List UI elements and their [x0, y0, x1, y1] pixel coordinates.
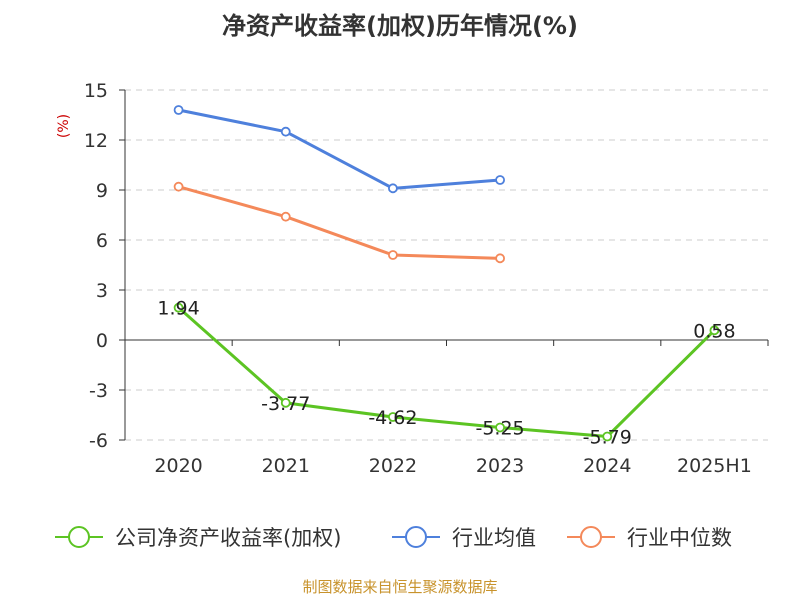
legend-label: 行业中位数: [627, 526, 732, 550]
x-tick-label: 2020: [154, 455, 202, 477]
series-line: [178, 185, 501, 260]
data-labels: 1.94 -3.77 -4.62 -5.25 -5.79 0.58: [157, 298, 735, 449]
data-point: [388, 250, 398, 260]
data-point: [173, 302, 184, 313]
x-tick-label: 2025H1: [677, 455, 752, 477]
x-tick-label: 2022: [369, 455, 417, 477]
y-tick-label: 9: [96, 180, 108, 202]
legend-marker: [580, 526, 602, 548]
legend-label: 公司净资产收益率(加权): [115, 526, 341, 550]
x-tick-label: 2024: [583, 455, 631, 477]
y-tick-label: 0: [96, 330, 108, 352]
series-line: [178, 108, 501, 190]
data-point: [495, 253, 505, 264]
data-point: [495, 175, 505, 185]
data-point: [709, 325, 720, 336]
data-label: 1.94: [157, 298, 199, 320]
source-note: 制图数据来自恒生聚源数据库: [302, 578, 497, 596]
x-tick-label: 2023: [476, 455, 524, 477]
x-tick-label: 2021: [262, 455, 310, 477]
gridlines: [125, 89, 768, 441]
series-line: [177, 306, 716, 438]
data-point: [495, 422, 505, 433]
y-axis-label: (%): [56, 114, 72, 138]
y-tick-label: 3: [96, 280, 108, 302]
axes: 15 12 9 6 3 0 -3 -6 2020 2021 2022 2023 2024 2025H1: [84, 80, 769, 477]
data-label: -5.79: [583, 427, 632, 449]
data-label: 0.58: [693, 320, 735, 342]
legend-marker: [68, 526, 90, 548]
data-point: [388, 183, 398, 194]
y-tick-label: -3: [89, 380, 108, 402]
data-point: [388, 412, 398, 422]
data-point: [280, 397, 291, 408]
data-point: [280, 211, 291, 222]
data-label: -3.77: [261, 393, 310, 415]
data-point: [280, 126, 291, 137]
data-label: -4.62: [368, 407, 417, 429]
chart-title: 净资产收益率(加权)历年情况(%): [222, 12, 578, 40]
data-point: [173, 181, 184, 192]
series-group: [173, 105, 720, 442]
legend-marker: [405, 526, 427, 548]
legend-label: 行业均值: [452, 526, 536, 550]
y-tick-label: -6: [89, 430, 108, 452]
data-label: -5.25: [475, 418, 524, 440]
y-tick-label: 15: [84, 80, 108, 102]
y-tick-label: 6: [96, 230, 108, 252]
y-tick-label: 12: [84, 130, 108, 152]
data-point: [602, 431, 613, 442]
legend: 公司净资产收益率(加权) 行业均值 行业中位数: [55, 526, 732, 550]
data-point: [173, 105, 184, 115]
